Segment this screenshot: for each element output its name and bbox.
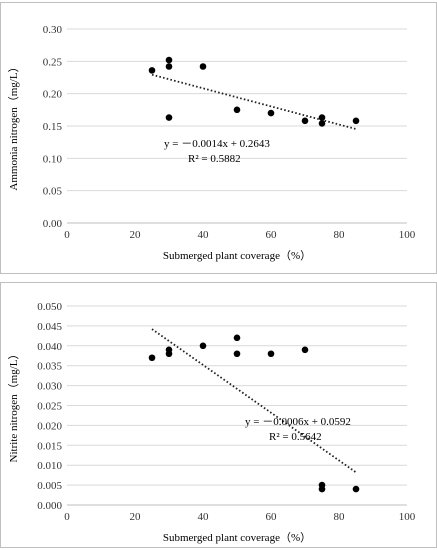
chart-nitrite-panel: 0.000 0.005 0.010 0.015 0.020 0.025 0.030 0.035… — [0, 282, 437, 548]
y-tick-label: 0.030 — [37, 381, 62, 393]
y-tick-label: 0.15 — [43, 121, 63, 133]
y-tick-label: 0.010 — [37, 460, 62, 472]
y-tick-label: 0.015 — [37, 440, 62, 452]
data-point — [301, 117, 309, 125]
x-tick-label: 40 — [198, 511, 210, 523]
y-axis-label: Nitrite nitrogen（mg/L） — [7, 349, 20, 463]
y-tick-label: 0.20 — [43, 89, 63, 101]
data-point — [267, 109, 275, 117]
chart-ammonia: 0.00 0.05 0.10 0.15 0.20 0.25 0.30 0 20 40 60 80 100… — [7, 24, 416, 262]
data-point — [199, 63, 207, 70]
y-tick-label: 0.020 — [37, 420, 62, 432]
data-point — [352, 485, 360, 493]
data-point — [165, 63, 173, 70]
data-point — [165, 56, 173, 64]
y-tick-label: 0.005 — [37, 480, 62, 492]
y-tick-label: 0.05 — [43, 186, 63, 198]
x-tick-label: 80 — [334, 511, 346, 523]
data-point — [318, 120, 326, 127]
data-point — [165, 114, 173, 121]
trendline — [151, 328, 357, 474]
y-tick-label: 0.025 — [37, 401, 62, 413]
x-tick-label: 40 — [198, 229, 210, 241]
r-squared-label: R² = 0.5642 — [269, 431, 322, 443]
x-tick-label: 20 — [130, 511, 142, 523]
data-point — [233, 334, 241, 342]
y-tick-label: 0.050 — [37, 301, 62, 313]
x-tick-label: 60 — [266, 229, 278, 241]
y-tick-label: 0.30 — [43, 24, 63, 36]
data-point — [199, 342, 207, 350]
y-tick-label: 0.035 — [37, 361, 62, 373]
x-tick-label: 80 — [334, 229, 346, 241]
data-point — [233, 106, 241, 114]
y-tick-label: 0.040 — [37, 341, 62, 353]
trendline-equation: y = －0.0006x + 0.0592 — [245, 416, 351, 428]
x-tick-label: 20 — [130, 229, 142, 241]
data-point — [233, 350, 241, 358]
y-tick-label: 0.000 — [37, 500, 62, 512]
x-axis-label: Submerged plant coverage（%） — [163, 531, 311, 544]
y-axis-label: Ammonia nitrogen（mg/L） — [7, 61, 20, 190]
data-point — [352, 117, 360, 125]
x-tick-label: 0 — [64, 229, 70, 241]
trendline — [151, 73, 357, 130]
data-point — [148, 354, 156, 362]
data-point — [165, 350, 173, 358]
y-tick-label: 0.25 — [43, 56, 63, 68]
y-tick-label: 0.00 — [43, 218, 63, 230]
x-tick-label: 60 — [266, 511, 278, 523]
y-tick-label: 0.045 — [37, 321, 62, 333]
chart-nitrite: 0.000 0.005 0.010 0.015 0.020 0.025 0.030 0.035… — [7, 301, 416, 544]
chart-ammonia-panel: 0.00 0.05 0.10 0.15 0.20 0.25 0.30 0 20 40 60 80 100… — [0, 2, 437, 274]
r-squared-label: R² = 0.5882 — [188, 153, 241, 165]
data-point — [267, 350, 275, 358]
x-axis-label: Submerged plant coverage（%） — [163, 249, 311, 262]
data-point — [148, 67, 156, 74]
trendline-equation: y = －0.0014x + 0.2643 — [164, 138, 270, 150]
x-tick-label: 0 — [64, 511, 70, 523]
x-tick-label: 100 — [399, 511, 416, 523]
x-tick-label: 100 — [399, 229, 416, 241]
data-point — [318, 485, 326, 493]
data-point — [318, 114, 326, 121]
data-point — [301, 346, 309, 354]
y-tick-label: 0.10 — [43, 153, 63, 165]
